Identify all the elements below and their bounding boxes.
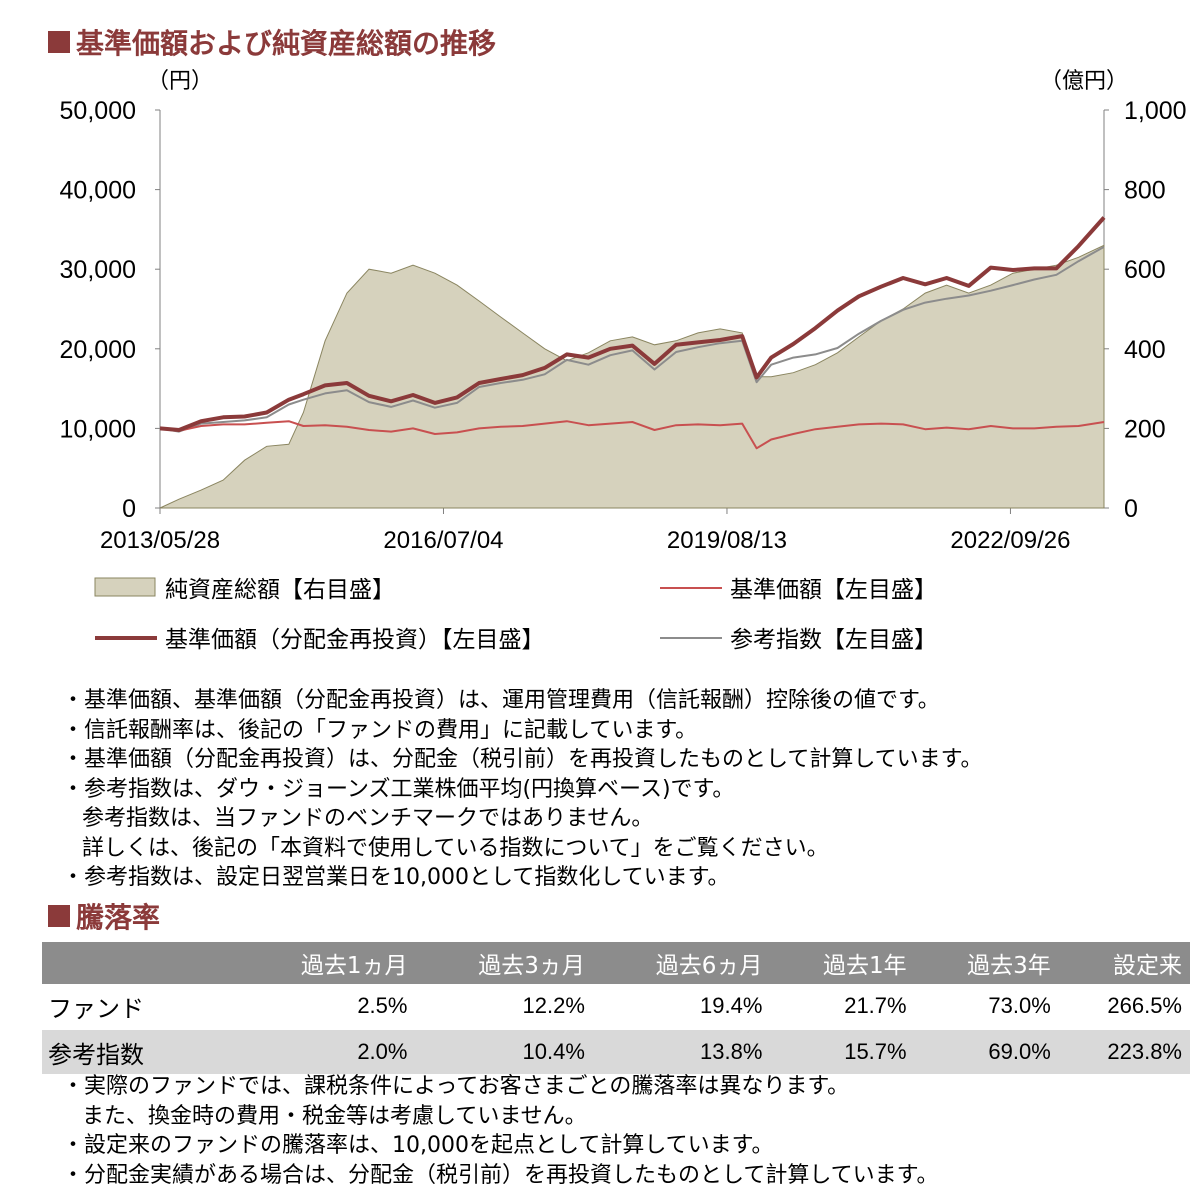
legend-label: 純資産総額【右目盛】 — [165, 577, 395, 603]
right-tick-label: 400 — [1124, 336, 1166, 364]
note-line: ・参考指数は、設定日翌営業日を10,000として指数化しています。 — [62, 865, 730, 890]
square-marker-icon — [48, 905, 70, 927]
legend-label: 基準価額（分配金再投資）【左目盛】 — [165, 627, 545, 653]
left-tick-label: 10,000 — [60, 415, 136, 443]
section-title-text: 騰落率 — [76, 901, 161, 934]
legend-label: 参考指数【左目盛】 — [730, 627, 937, 653]
table-cell: 10.4% — [415, 1029, 593, 1074]
x-tick-label: 2019/08/13 — [667, 527, 787, 554]
legend-swatch-assets — [94, 577, 156, 597]
nav-line — [159, 420, 1105, 450]
note-line: ・基準価額、基準価額（分配金再投資）は、運用管理費用（信託報酬）控除後の値です。 — [62, 688, 940, 713]
note-line: ・設定来のファンドの騰落率は、10,000を起点として計算しています。 — [62, 1133, 774, 1158]
right-axis-unit: （億円） — [1040, 69, 1128, 94]
table-cell: 12.2% — [415, 984, 593, 1030]
note-line: ・参考指数は、ダウ・ジョーンズ工業株価平均(円換算ベース)です。 — [62, 776, 735, 802]
left-tick-label: 40,000 — [60, 177, 136, 205]
table-cell: 73.0% — [914, 984, 1059, 1030]
x-tick-label: 2016/07/04 — [383, 527, 503, 554]
table-row-index: 参考指数 2.0% 10.4% 13.8% 15.7% 69.0% 223.8% — [42, 1029, 1190, 1074]
table-cell: 15.7% — [770, 1029, 915, 1074]
table-cell: 19.4% — [592, 984, 771, 1030]
left-tick-label: 50,000 — [60, 97, 136, 125]
section-title-returns: 騰落率 — [48, 896, 160, 936]
table-row-fund: ファンド 2.5% 12.2% 19.4% 21.7% 73.0% 266.5% — [42, 984, 1190, 1030]
header-cell: 設定来 — [1058, 942, 1190, 984]
index-line — [159, 246, 1105, 433]
header-cell: 過去6ヵ月 — [592, 942, 771, 984]
returns-notes: ・実際のファンドでは、課税条件によってお客さまごとの騰落率は異なります。また、換… — [62, 1072, 938, 1190]
note-line: ・実際のファンドでは、課税条件によってお客さまごとの騰落率は異なります。 — [62, 1074, 850, 1099]
section-title-chart: 基準価額および純資産総額の推移 — [48, 22, 496, 62]
note-line: 参考指数は、当ファンドのベンチマークではありません。 — [82, 806, 654, 831]
header-cell — [42, 942, 238, 984]
chart-notes: ・基準価額、基準価額（分配金再投資）は、運用管理費用（信託報酬）控除後の値です。… — [62, 686, 982, 893]
table-cell: 69.0% — [914, 1029, 1059, 1074]
legend-label: 基準価額【左目盛】 — [730, 577, 937, 603]
note-line: ・信託報酬率は、後記の「ファンドの費用」に記載しています。 — [62, 717, 698, 743]
header-cell: 過去3年 — [914, 942, 1059, 984]
header-cell: 過去1ヵ月 — [238, 942, 416, 984]
right-tick-label: 800 — [1124, 177, 1166, 205]
section-title-text: 基準価額および純資産総額の推移 — [76, 27, 497, 60]
right-tick-label: 0 — [1124, 495, 1138, 523]
table-cell: 2.0% — [238, 1029, 416, 1074]
returns-table: 過去1ヵ月 過去3ヵ月 過去6ヵ月 過去1年 過去3年 設定来 ファンド 2.5… — [42, 942, 1190, 1074]
table-cell: 266.5% — [1058, 984, 1190, 1030]
reinvest-line — [159, 216, 1106, 432]
row-label: ファンド — [42, 984, 238, 1030]
right-tick-label: 200 — [1124, 415, 1166, 443]
table-cell: 2.5% — [238, 984, 416, 1030]
nav-chart: （円） （億円） 50,000 40,000 30,000 20,000 10,000 0 1,… — [60, 69, 1187, 653]
x-tick-label: 2022/09/26 — [950, 527, 1070, 554]
note-line: 詳しくは、後記の「本資料で使用している指数について」をご覧ください。 — [82, 835, 829, 861]
left-tick-label: 0 — [122, 495, 136, 523]
left-tick-label: 30,000 — [60, 256, 136, 284]
note-line: また、換金時の費用・税金等は考慮していません。 — [82, 1103, 587, 1129]
x-tick-label: 2013/05/28 — [100, 527, 220, 554]
right-tick-label: 600 — [1124, 256, 1166, 284]
row-label: 参考指数 — [42, 1029, 238, 1074]
note-line: ・基準価額（分配金再投資）は、分配金（税引前）を再投資したものとして計算していま… — [62, 747, 983, 772]
table-cell: 21.7% — [770, 984, 915, 1030]
square-marker-icon — [48, 31, 70, 53]
table-cell: 13.8% — [592, 1029, 771, 1074]
note-line: ・分配金実績がある場合は、分配金（税引前）を再投資したものとして計算しています。 — [62, 1162, 939, 1188]
left-tick-label: 20,000 — [60, 336, 136, 364]
assets-area — [159, 244, 1105, 509]
right-tick-label: 1,000 — [1124, 97, 1187, 125]
left-axis-unit: （円） — [147, 69, 213, 94]
table-cell: 223.8% — [1058, 1029, 1190, 1074]
returns-header-row: 過去1ヵ月 過去3ヵ月 過去6ヵ月 過去1年 過去3年 設定来 — [42, 942, 1190, 984]
header-cell: 過去1年 — [770, 942, 915, 984]
header-cell: 過去3ヵ月 — [415, 942, 593, 984]
